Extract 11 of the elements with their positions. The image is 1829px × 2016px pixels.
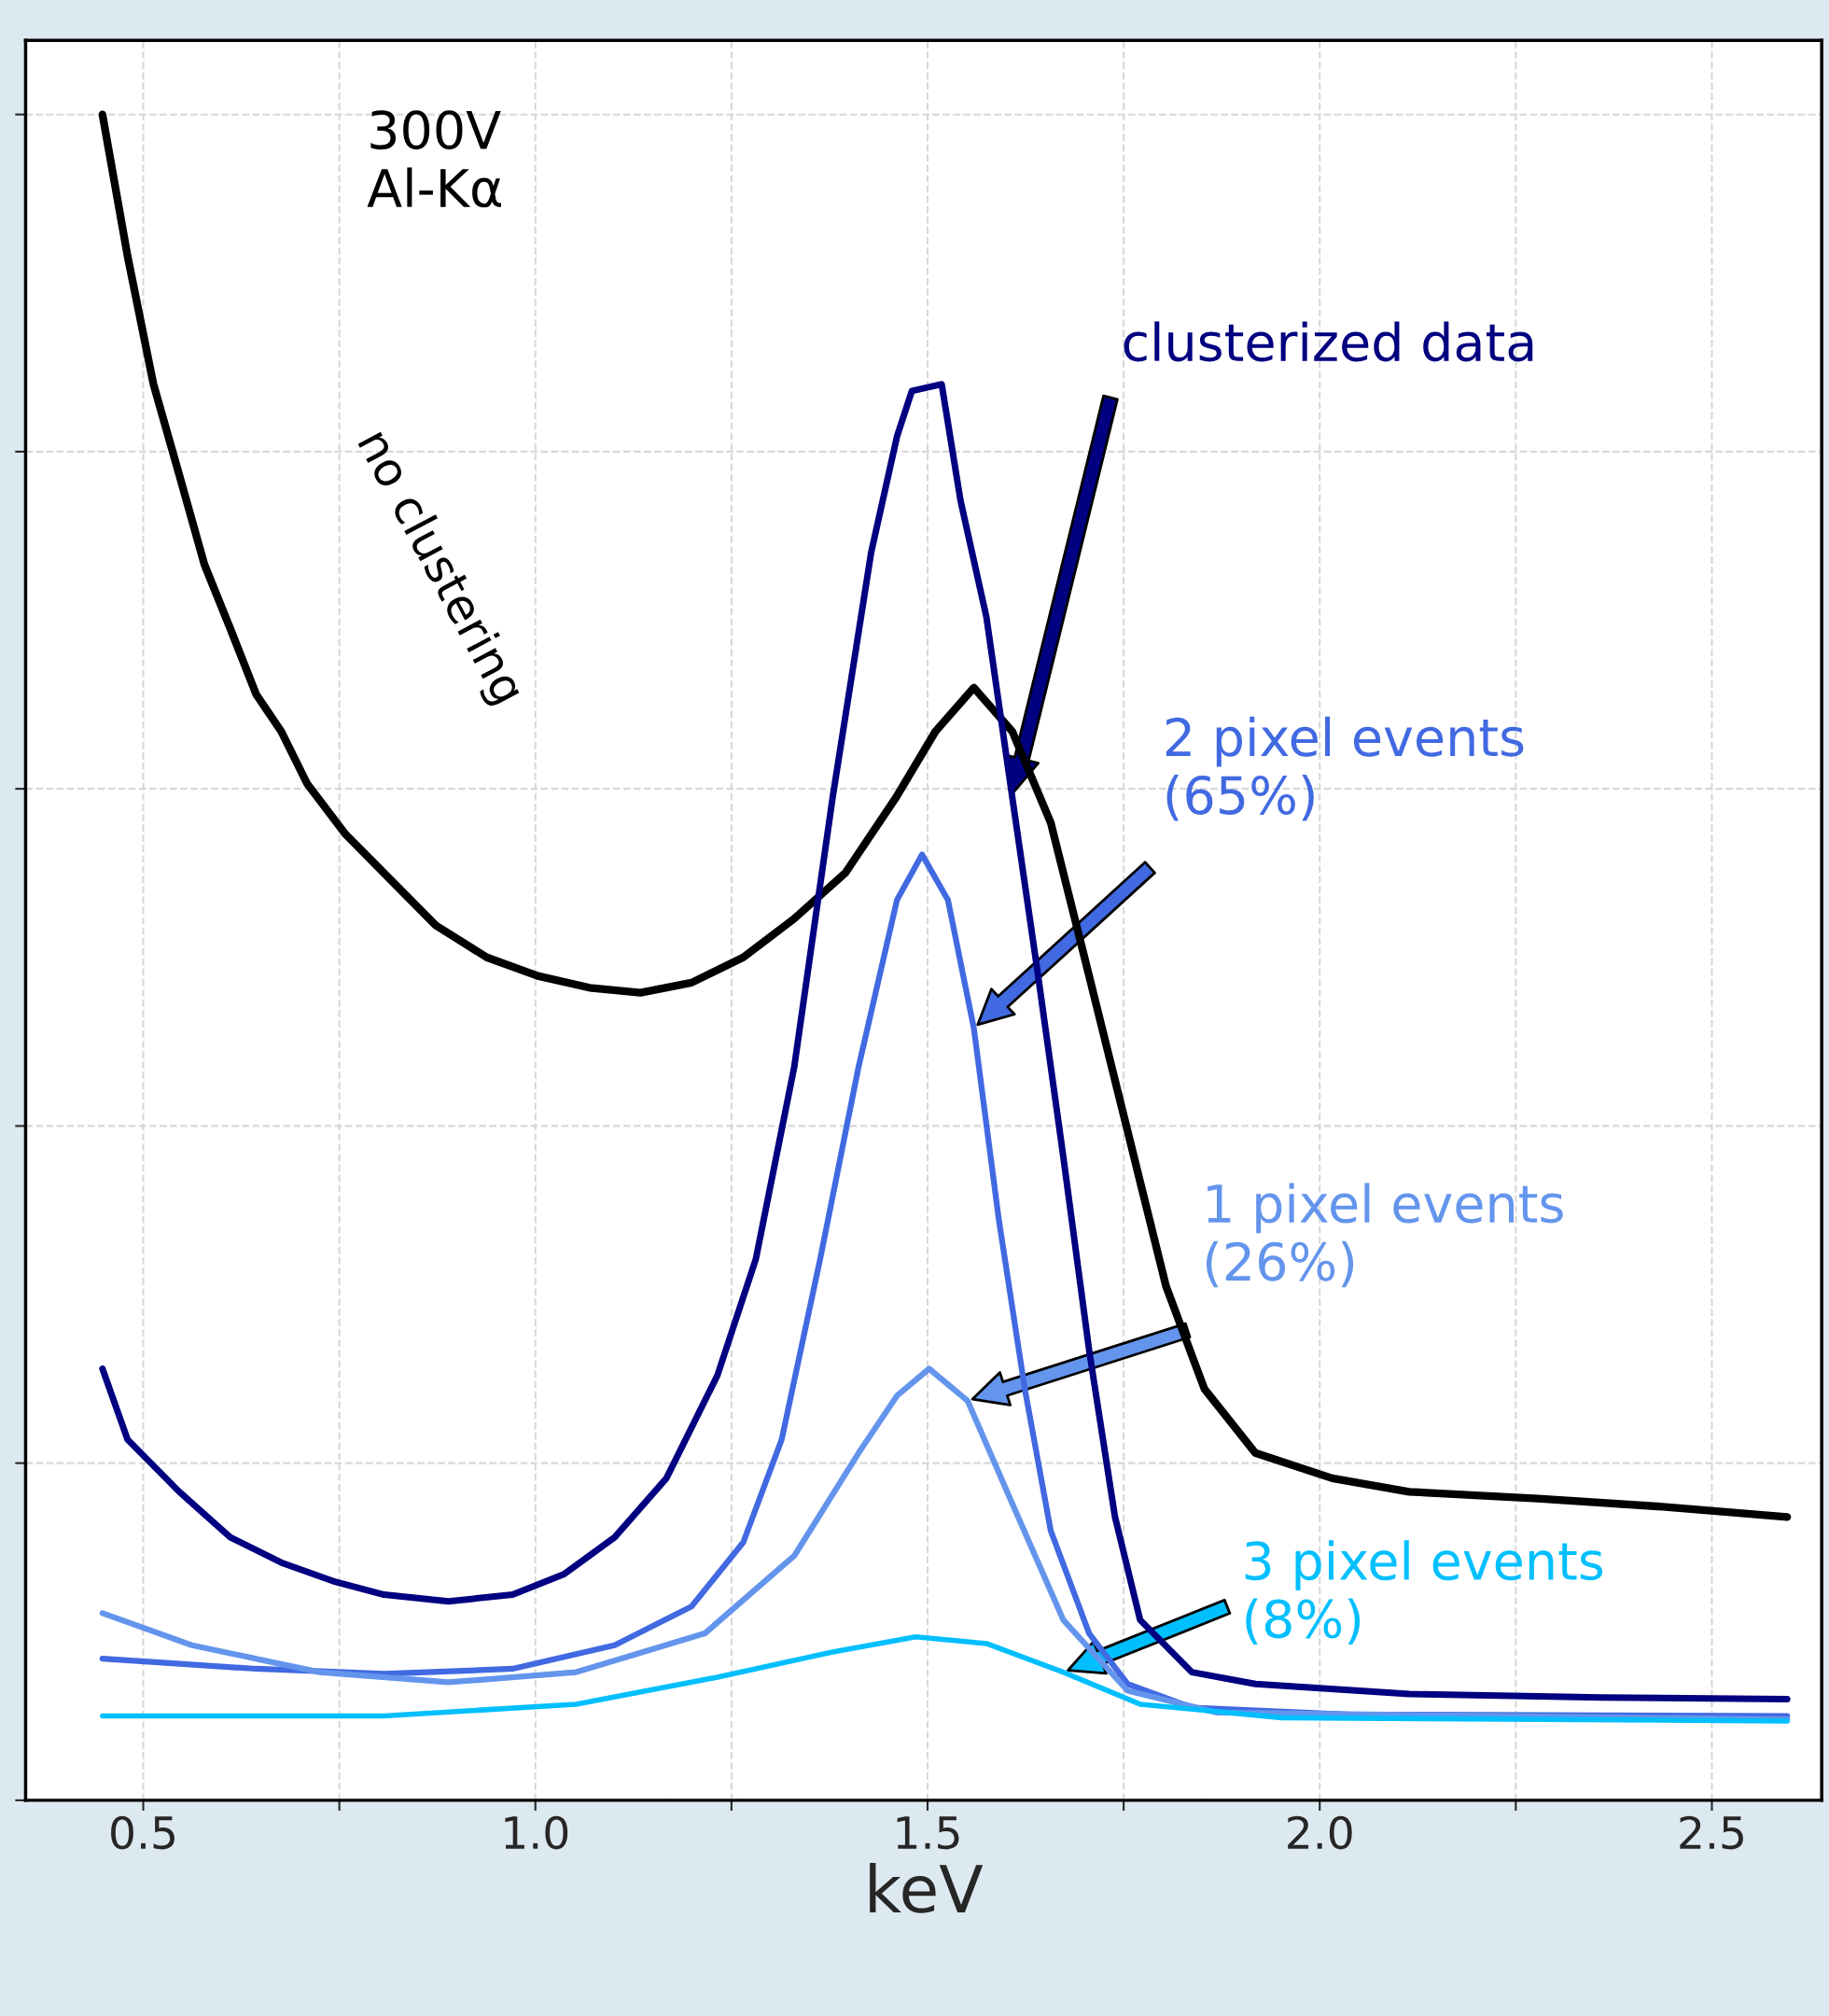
x-tick-label: 0.5 bbox=[111, 1815, 175, 1850]
text: 2 pixel events (65%) bbox=[1166, 716, 1524, 821]
x-tick-label: 1.5 bbox=[897, 1816, 959, 1850]
x-axis-title: keV bbox=[870, 1863, 984, 1913]
series-label: 3 pixel events (8%) bbox=[1245, 1540, 1603, 1645]
x-tick-label: 2.0 bbox=[1288, 1815, 1352, 1850]
text: 1 pixel events (26%) bbox=[1206, 1183, 1563, 1288]
text: clusterized data bbox=[1124, 321, 1533, 362]
annotation: 300V Al-Kα bbox=[367, 110, 502, 208]
x-tick-label: 2.5 bbox=[1680, 1815, 1743, 1850]
x-tick-label: 1.0 bbox=[505, 1815, 568, 1850]
